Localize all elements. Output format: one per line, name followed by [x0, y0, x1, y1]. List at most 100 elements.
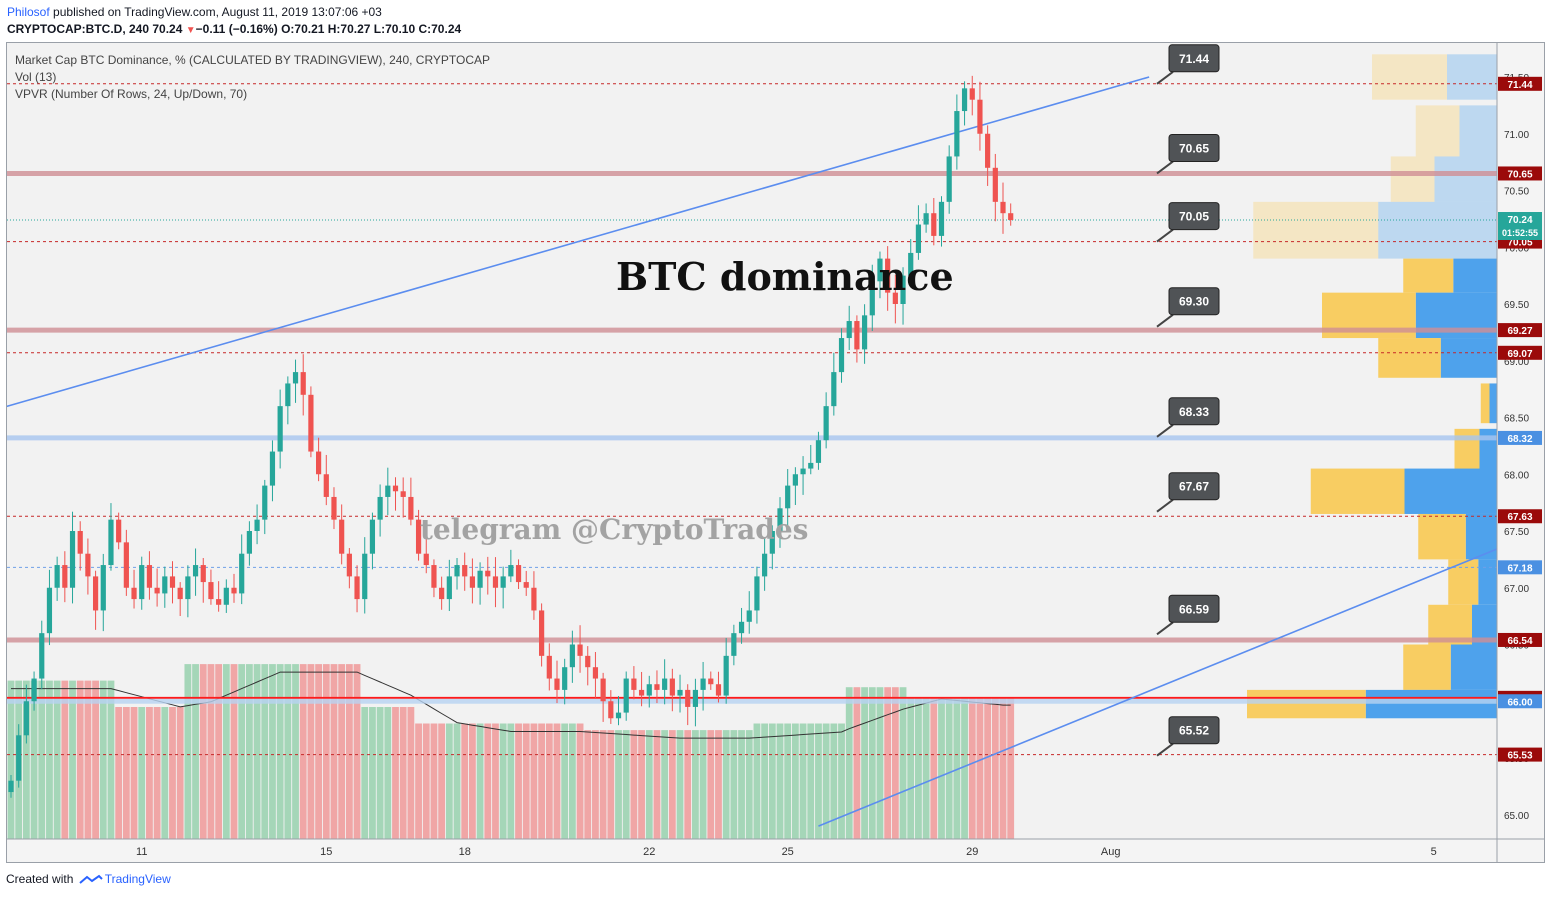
volume-bar	[807, 723, 815, 839]
candle-body	[508, 565, 514, 577]
candle	[969, 75, 975, 116]
callout-pointer	[1156, 71, 1174, 85]
candle	[246, 521, 252, 566]
volume-bar	[107, 680, 115, 839]
candle	[592, 651, 599, 698]
candle-body	[369, 519, 376, 554]
price-callout: 68.33	[1156, 397, 1220, 438]
volume-bar	[399, 707, 407, 839]
candle-body	[31, 678, 37, 702]
candle	[654, 670, 660, 704]
candle	[408, 477, 414, 526]
callout-box	[1168, 133, 1220, 162]
candle-body	[992, 167, 998, 202]
volume-bar	[445, 723, 453, 839]
candle	[108, 503, 114, 571]
volume-bar	[791, 723, 799, 839]
candle-body	[585, 655, 591, 668]
volume-bar	[953, 697, 961, 839]
callout-text: 71.44	[1179, 52, 1209, 66]
level-badge-bg	[1498, 166, 1542, 181]
price-callout: 70.65	[1156, 133, 1220, 175]
volume-bar	[153, 707, 161, 839]
publish-info: Philosof published on TradingView.com, A…	[7, 5, 382, 19]
volume-bar	[338, 664, 346, 839]
callout-pointer	[1156, 313, 1174, 328]
candle-body	[823, 406, 829, 441]
level-badge-text: 65.53	[1507, 751, 1532, 762]
candle	[631, 666, 637, 700]
callout-text: 65.52	[1179, 724, 1209, 738]
volume-bar	[146, 707, 153, 839]
candle	[69, 511, 76, 604]
volume-bar	[576, 723, 584, 839]
candle	[400, 477, 406, 518]
candle	[723, 637, 729, 704]
vpvr-up-bar	[1403, 258, 1454, 293]
volume-bar	[684, 730, 692, 839]
candle-body	[500, 576, 506, 588]
candle	[577, 625, 583, 673]
volume-bar	[830, 723, 838, 839]
volume-bar	[345, 664, 353, 839]
volume-bar	[361, 707, 369, 839]
x-tick-label: 25	[782, 846, 794, 858]
volume-bar	[499, 723, 507, 839]
candle-body	[339, 519, 345, 554]
candle	[423, 538, 429, 574]
volume-bar	[815, 723, 822, 839]
tradingview-link[interactable]: TradingView	[104, 872, 171, 886]
volume-bar	[322, 664, 330, 839]
volume-bar	[930, 697, 938, 839]
volume-bar	[376, 707, 384, 839]
vpvr-down-bar	[1453, 258, 1497, 293]
candle-body	[885, 258, 891, 293]
chart-svg[interactable]: 71.44 70.65 70.05 69.30 68.33 67.67 66.59 65.52…	[7, 43, 1544, 862]
candle-body	[600, 678, 606, 702]
vpvr-down-bar	[1365, 689, 1497, 719]
candle-body	[531, 587, 537, 611]
volume-bar	[984, 697, 992, 839]
volume-bar	[284, 664, 292, 839]
vpvr-profile	[1247, 54, 1497, 719]
chart-frame[interactable]: 71.44 70.65 70.05 69.30 68.33 67.67 66.59 65.52…	[6, 42, 1545, 863]
candle-body	[592, 667, 599, 679]
callout-box	[1168, 44, 1220, 73]
level-badge: 66.00	[1498, 694, 1542, 709]
callout-pointer	[1156, 498, 1174, 513]
vpvr-down-bar	[1447, 54, 1497, 100]
level-badge: 69.27	[1498, 323, 1542, 338]
candle-body	[539, 610, 545, 656]
volume-bar	[592, 730, 599, 839]
volume-bar	[753, 723, 761, 839]
candle-body	[577, 644, 583, 656]
author-link[interactable]: Philosof	[7, 5, 50, 19]
candle	[454, 558, 460, 590]
candle	[62, 551, 68, 603]
plot-background	[7, 43, 1497, 839]
candle-body	[354, 576, 360, 600]
volume-bar	[653, 730, 661, 839]
volume-bar	[392, 707, 399, 839]
level-badge: 71.44	[1498, 76, 1542, 91]
candle	[223, 579, 229, 613]
callout-pointer	[1156, 228, 1174, 243]
level-badge-text: 66.54	[1507, 636, 1532, 647]
callout-box	[1168, 594, 1220, 623]
candle-body	[900, 275, 906, 304]
y-tick-label: 67.00	[1504, 584, 1529, 595]
volume-bar	[130, 707, 138, 839]
candle-body	[131, 587, 137, 600]
candle-body	[892, 292, 898, 304]
candle-body	[177, 587, 183, 600]
volume-series	[7, 664, 1015, 839]
candle-body	[623, 678, 629, 713]
candle-body	[300, 372, 306, 395]
candle-body	[854, 321, 860, 350]
volume-bar	[169, 707, 176, 839]
candle	[308, 386, 314, 458]
candle-body	[146, 565, 153, 588]
volume-bar	[822, 723, 830, 839]
candle	[369, 512, 376, 570]
y-tick-label: 65.00	[1504, 811, 1529, 822]
